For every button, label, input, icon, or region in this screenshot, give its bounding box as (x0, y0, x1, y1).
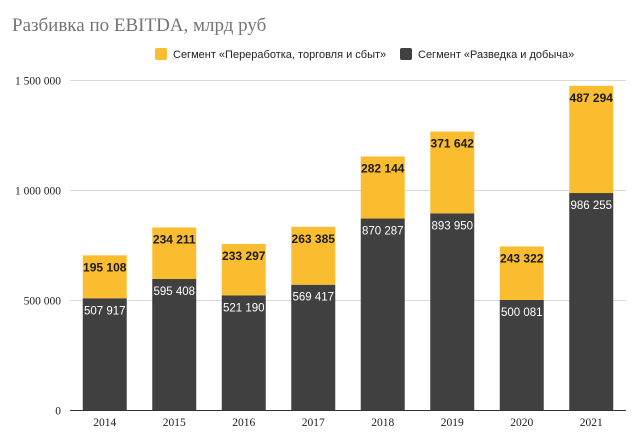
data-label: 487 294 (570, 91, 614, 105)
bar-segment-upstream (221, 295, 266, 410)
data-label: 233 297 (222, 249, 266, 263)
bar-segment-downstream (152, 227, 197, 280)
legend: Сегмент «Переработка, торговля и сбыт» Се… (155, 48, 574, 61)
bar-segment-downstream (499, 246, 544, 300)
x-tick-label: 2018 (371, 417, 394, 429)
y-tick-label: 0 (55, 406, 61, 418)
data-label: 507 917 (84, 305, 126, 317)
data-label: 500 081 (501, 307, 543, 319)
bar-segment-upstream (291, 284, 336, 410)
y-tick-label: 1 500 000 (15, 76, 61, 88)
bar-segment-upstream (430, 213, 475, 410)
data-label: 234 211 (153, 232, 196, 246)
bar-segment-downstream (221, 244, 266, 296)
x-tick-label: 2015 (163, 417, 186, 429)
x-tick-label: 2016 (232, 417, 255, 429)
data-label: 595 408 (153, 286, 195, 298)
data-label: 282 144 (361, 161, 405, 175)
x-axis: 2014 2015 2016 2017 2018 2019 2020 2021 (93, 417, 603, 429)
bar-segment-upstream (569, 193, 614, 410)
x-tick-label: 2019 (441, 417, 464, 429)
bar-segment-downstream (291, 226, 336, 285)
data-label: 569 417 (292, 292, 334, 304)
bar-segment-upstream (499, 299, 544, 410)
data-label: 521 190 (223, 302, 265, 314)
legend-swatch (155, 48, 167, 60)
data-label: 870 287 (362, 226, 404, 238)
data-label: 893 950 (431, 220, 473, 232)
data-label: 986 255 (570, 200, 612, 212)
y-tick-label: 500 000 (24, 296, 62, 308)
legend-label: Сегмент «Переработка, торговля и сбыт» (173, 49, 386, 61)
x-tick-label: 2020 (510, 417, 533, 429)
bar-segment-downstream (82, 255, 127, 299)
y-axis: 0 500 000 1 000 000 1 500 000 (15, 76, 626, 418)
bar-segment-downstream (360, 156, 405, 219)
data-label: 195 108 (83, 260, 127, 274)
y-tick-label: 1 000 000 (15, 186, 61, 198)
bar-segment-downstream (569, 85, 614, 194)
bars (82, 85, 614, 410)
x-tick-label: 2017 (302, 417, 325, 429)
bar-segment-upstream (82, 298, 127, 410)
x-tick-label: 2014 (93, 417, 116, 429)
legend-swatch (400, 48, 412, 60)
chart-title: Разбивка по EBITDA, млрд руб (12, 15, 266, 36)
bar-segment-downstream (430, 131, 475, 214)
data-labels: 507 917 195 108 595 408 234 211 521 190 233 2… (83, 91, 613, 319)
data-label: 371 642 (431, 137, 475, 151)
data-label: 263 385 (292, 232, 336, 246)
legend-label: Сегмент «Разведка и добыча» (418, 49, 574, 61)
data-label: 243 322 (500, 251, 544, 265)
bar-segment-upstream (360, 218, 405, 410)
x-tick-label: 2021 (580, 417, 603, 429)
bar-segment-upstream (152, 279, 197, 410)
